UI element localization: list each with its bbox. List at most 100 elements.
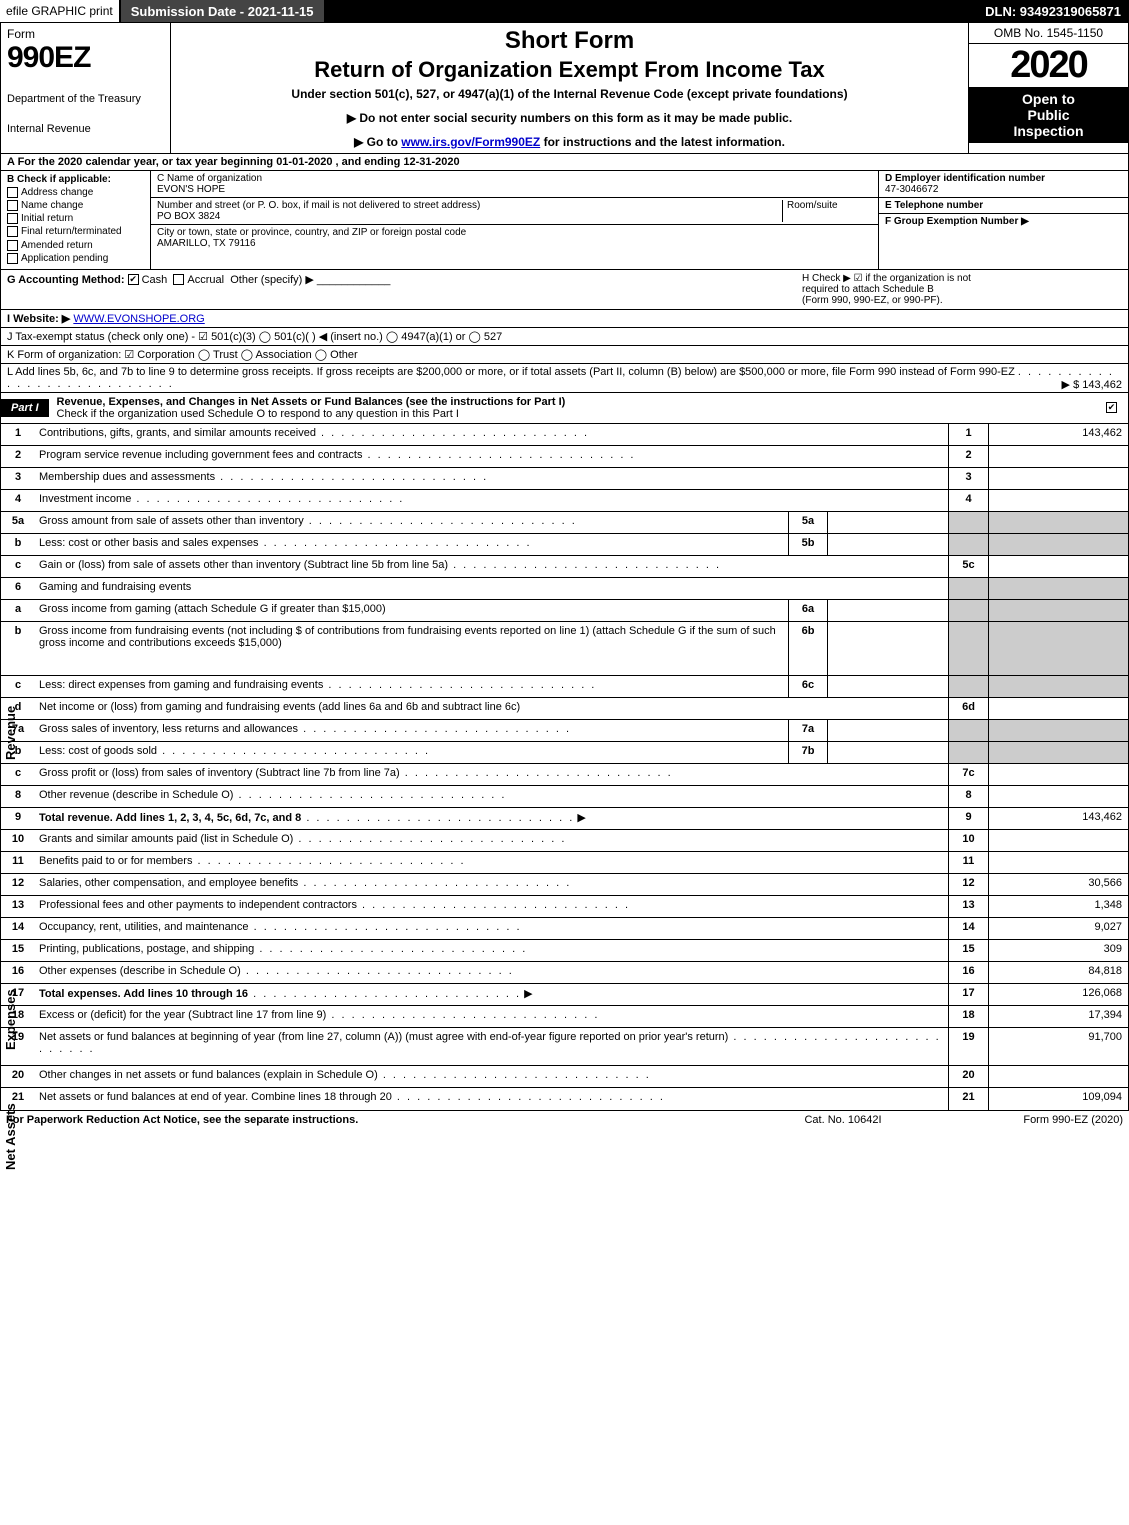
org-name-row: C Name of organization EVON'S HOPE [151, 171, 878, 198]
chk-initial-return[interactable]: Initial return [7, 213, 144, 224]
line-g: G Accounting Method: Cash Accrual Other … [7, 273, 802, 306]
section-b-label: B Check if applicable: [7, 174, 144, 185]
inspect-line2: Public [1027, 107, 1069, 123]
section-f: F Group Exemption Number ▶ [879, 214, 1128, 229]
section-d: D Employer identification number 47-3046… [879, 171, 1128, 198]
line-1: 1Contributions, gifts, grants, and simil… [1, 424, 1128, 446]
line-6: 6Gaming and fundraising events [1, 578, 1128, 600]
goto-pre: ▶ Go to [354, 135, 401, 149]
goto-post: for instructions and the latest informat… [540, 135, 785, 149]
line-6b: bGross income from fundraising events (n… [1, 622, 1128, 676]
line-10: 10Grants and similar amounts paid (list … [1, 830, 1128, 852]
line-h-1: H Check ▶ ☑ if the organization is not [802, 273, 971, 284]
form-label: Form [7, 27, 164, 41]
dept-irs: Internal Revenue [7, 123, 164, 135]
part1-checkbox[interactable] [1098, 399, 1128, 417]
chk-application-pending[interactable]: Application pending [7, 253, 144, 264]
line-l-text: L Add lines 5b, 6c, and 7b to line 9 to … [7, 366, 1015, 378]
header-right: OMB No. 1545-1150 2020 Open to Public In… [968, 23, 1128, 153]
line-15: 15Printing, publications, postage, and s… [1, 940, 1128, 962]
line-h-3: (Form 990, 990-EZ, or 990-PF). [802, 295, 943, 306]
line-7c: cGross profit or (loss) from sales of in… [1, 764, 1128, 786]
footer-right: Form 990-EZ (2020) [943, 1114, 1123, 1126]
section-e: E Telephone number [879, 198, 1128, 214]
line-20: 20Other changes in net assets or fund ba… [1, 1066, 1128, 1088]
line-l-amount: ▶ $ 143,462 [1062, 378, 1122, 391]
org-address-row: Number and street (or P. O. box, if mail… [151, 198, 878, 225]
inspect-line1: Open to [1022, 91, 1075, 107]
line-a-tax-year: A For the 2020 calendar year, or tax yea… [0, 154, 1129, 171]
website-link[interactable]: WWW.EVONSHOPE.ORG [73, 313, 204, 325]
line-j: J Tax-exempt status (check only one) - ☑… [0, 328, 1129, 346]
sidebar-revenue: Revenue [1, 484, 20, 764]
org-address: PO BOX 3824 [157, 211, 782, 222]
line-13: 13Professional fees and other payments t… [1, 896, 1128, 918]
line-i: I Website: ▶ WWW.EVONSHOPE.ORG [0, 310, 1129, 328]
inspect-line3: Inspection [1013, 123, 1083, 139]
part1-title: Revenue, Expenses, and Changes in Net As… [49, 393, 1098, 423]
sidebar-netassets: Net Assets [1, 1084, 20, 1174]
line-gh: G Accounting Method: Cash Accrual Other … [0, 270, 1129, 310]
part1-tag: Part I [1, 399, 49, 417]
section-def: D Employer identification number 47-3046… [878, 171, 1128, 269]
chk-name-change[interactable]: Name change [7, 200, 144, 211]
line-h: H Check ▶ ☑ if the organization is not r… [802, 273, 1122, 306]
line-16: 16Other expenses (describe in Schedule O… [1, 962, 1128, 984]
line-12: 12Salaries, other compensation, and empl… [1, 874, 1128, 896]
accrual-label: Accrual [187, 274, 224, 286]
line-5c: cGain or (loss) from sale of assets othe… [1, 556, 1128, 578]
org-name-label: C Name of organization [157, 173, 872, 184]
line-7a: 7aGross sales of inventory, less returns… [1, 720, 1128, 742]
line-19: 19Net assets or fund balances at beginni… [1, 1028, 1128, 1066]
org-city-row: City or town, state or province, country… [151, 225, 878, 251]
accounting-method-label: G Accounting Method: [7, 274, 125, 286]
part1-grid: Revenue Expenses Net Assets 1Contributio… [0, 424, 1129, 1111]
line-6c: cLess: direct expenses from gaming and f… [1, 676, 1128, 698]
line-3: 3Membership dues and assessments3 [1, 468, 1128, 490]
other-label: Other (specify) ▶ [230, 274, 314, 286]
line-6a: aGross income from gaming (attach Schedu… [1, 600, 1128, 622]
top-bar: efile GRAPHIC print Submission Date - 20… [0, 0, 1129, 22]
omb-number: OMB No. 1545-1150 [969, 23, 1128, 44]
irs-link[interactable]: www.irs.gov/Form990EZ [401, 135, 540, 149]
tax-year: 2020 [969, 44, 1128, 87]
open-to-public: Open to Public Inspection [969, 87, 1128, 143]
line-4: 4Investment income4 [1, 490, 1128, 512]
website-label: I Website: ▶ [7, 313, 70, 325]
header-left: Form 990EZ Department of the Treasury In… [1, 23, 171, 153]
line-l: L Add lines 5b, 6c, and 7b to line 9 to … [0, 364, 1129, 393]
org-city: AMARILLO, TX 79116 [157, 238, 872, 249]
chk-final-return[interactable]: Final return/terminated [7, 226, 144, 237]
chk-accrual[interactable] [173, 274, 184, 285]
line-6d: dNet income or (loss) from gaming and fu… [1, 698, 1128, 720]
chk-cash[interactable] [128, 274, 139, 285]
ssn-warning: ▶ Do not enter social security numbers o… [179, 111, 960, 125]
line-h-2: required to attach Schedule B [802, 284, 934, 295]
line-18: 18Excess or (deficit) for the year (Subt… [1, 1006, 1128, 1028]
dln: DLN: 93492319065871 [977, 0, 1129, 22]
room-suite-label: Room/suite [782, 200, 872, 222]
submission-date: Submission Date - 2021-11-15 [121, 0, 324, 22]
telephone-label: E Telephone number [885, 200, 983, 211]
chk-amended-return[interactable]: Amended return [7, 240, 144, 251]
section-c: C Name of organization EVON'S HOPE Numbe… [151, 171, 878, 269]
ein-value: 47-3046672 [885, 184, 938, 195]
line-2: 2Program service revenue including gover… [1, 446, 1128, 468]
line-11: 11Benefits paid to or for members11 [1, 852, 1128, 874]
org-address-label: Number and street (or P. O. box, if mail… [157, 200, 782, 211]
page-footer: For Paperwork Reduction Act Notice, see … [0, 1111, 1129, 1129]
org-city-label: City or town, state or province, country… [157, 227, 872, 238]
short-form-title: Short Form [179, 27, 960, 55]
header-mid: Short Form Return of Organization Exempt… [171, 23, 968, 153]
line-7b: bLess: cost of goods sold7b [1, 742, 1128, 764]
sidebar-expenses: Expenses [1, 904, 20, 1054]
line-17: 17Total expenses. Add lines 10 through 1… [1, 984, 1128, 1006]
chk-address-change[interactable]: Address change [7, 187, 144, 198]
group-exemption-label: F Group Exemption Number ▶ [885, 216, 1029, 227]
cash-label: Cash [142, 274, 168, 286]
part1-header: Part I Revenue, Expenses, and Changes in… [0, 393, 1129, 424]
line-5a: 5aGross amount from sale of assets other… [1, 512, 1128, 534]
footer-left: For Paperwork Reduction Act Notice, see … [6, 1114, 743, 1126]
line-5b: bLess: cost or other basis and sales exp… [1, 534, 1128, 556]
efile-graphic-print[interactable]: efile GRAPHIC print [0, 0, 121, 22]
